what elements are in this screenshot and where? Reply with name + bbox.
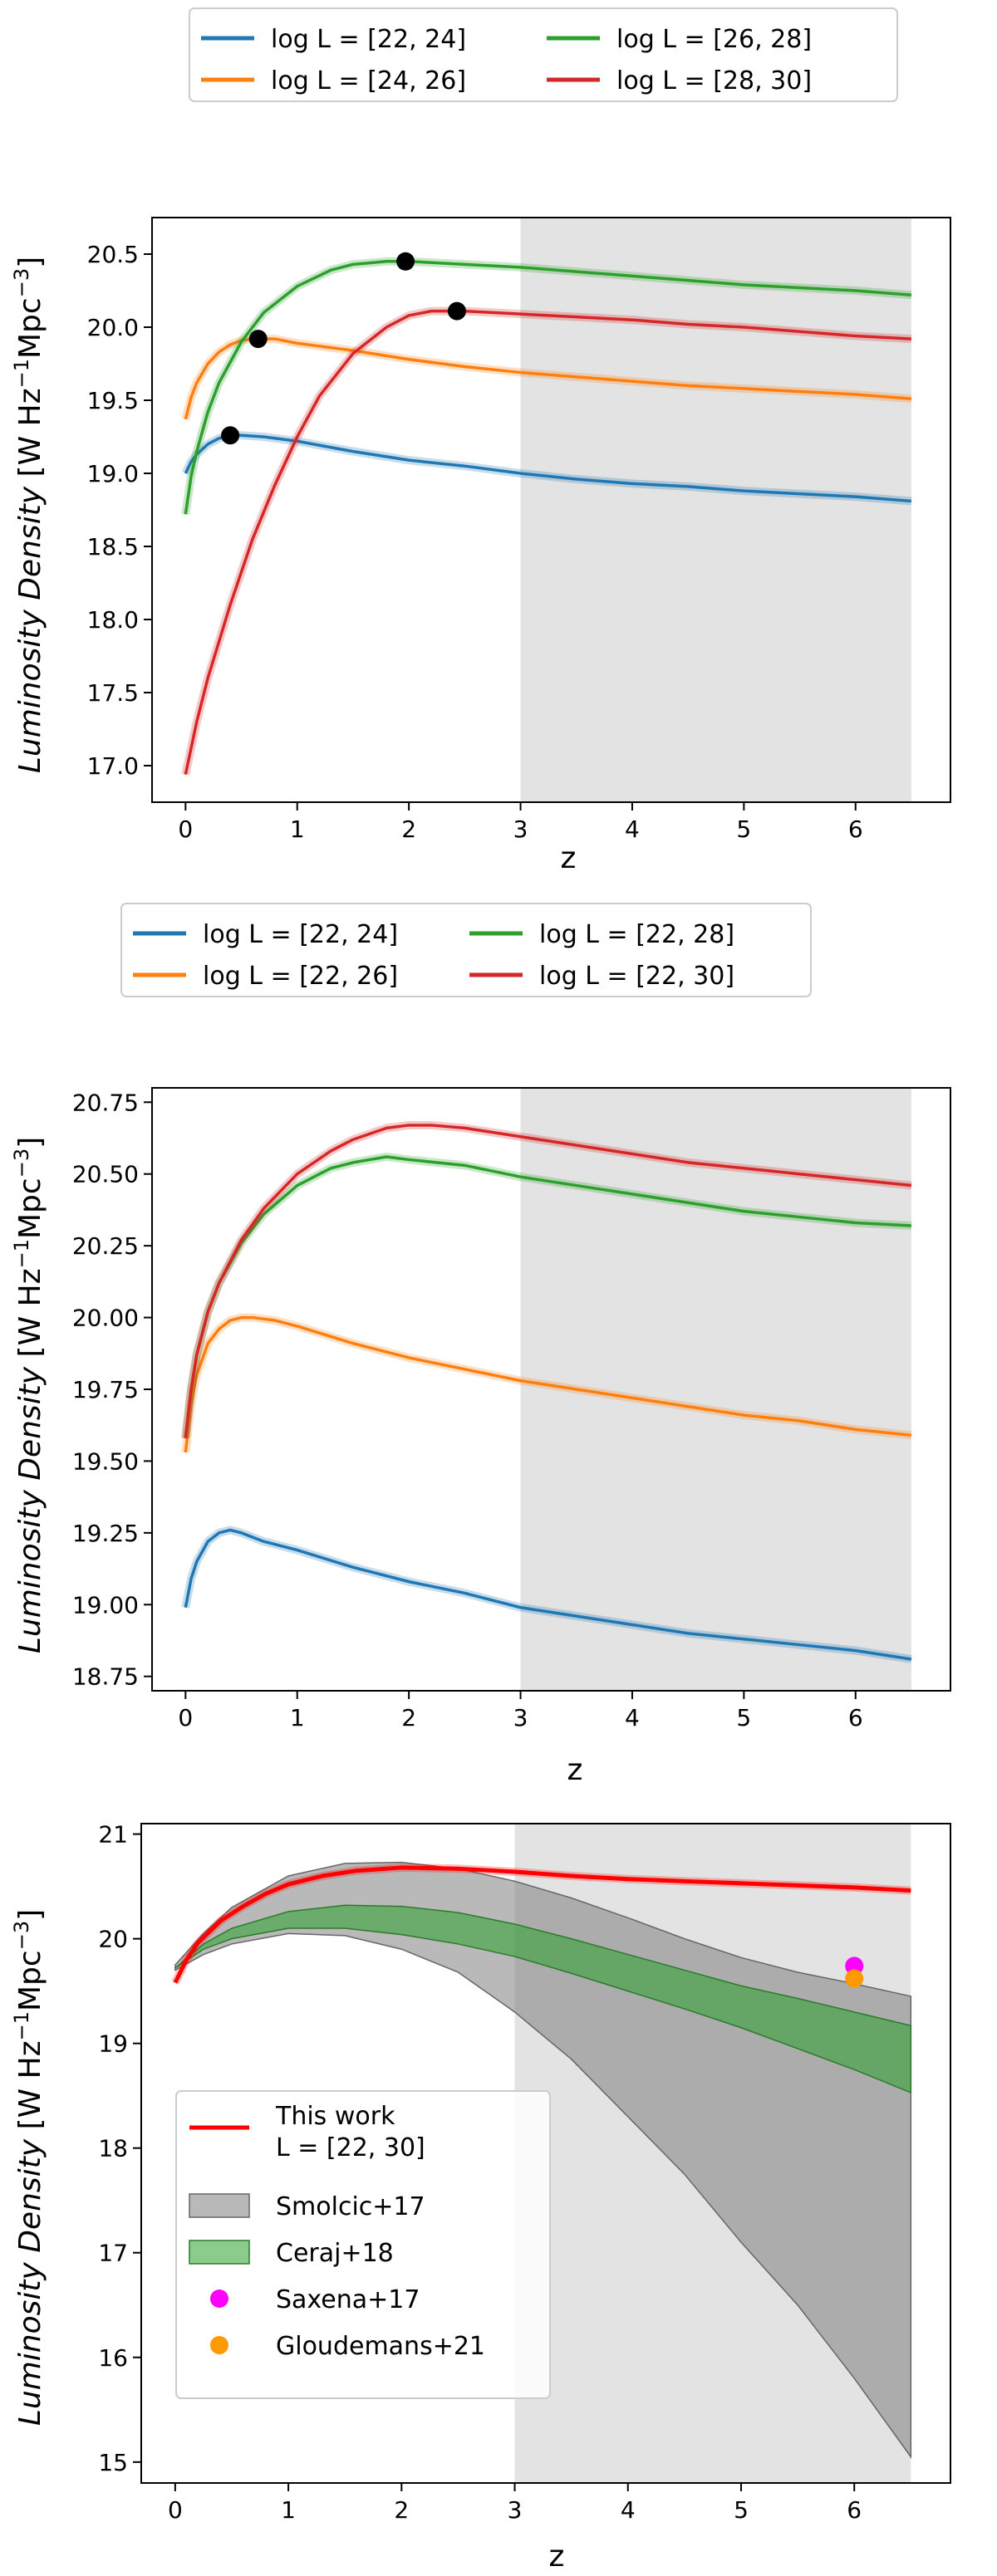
peak-marker	[447, 301, 466, 321]
y-tick-label: 18.0	[87, 606, 139, 634]
panel-literature-comparison: Luminosity Density [W Hz−1Mpc−3] z 0 1 2 3 4…	[10, 1821, 951, 2574]
y-tick-label: 20.0	[87, 314, 139, 341]
y-tick-label: 20	[98, 1926, 128, 1953]
x-axis-label: z	[561, 841, 577, 875]
x-tick-label: 3	[508, 2496, 523, 2524]
x-tick-label: 1	[281, 2496, 296, 2524]
legend-label: This work	[275, 2102, 395, 2131]
legend-swatch	[210, 2336, 228, 2354]
series-line-this-work-l-22-30	[173, 1865, 911, 1984]
legend-label: log L = [28, 30]	[616, 66, 812, 95]
y-tick-label: 15	[98, 2449, 128, 2476]
y-tick-label: 20.5	[87, 241, 139, 268]
series-line-log-l-22-30	[184, 1124, 912, 1438]
legend-swatch	[210, 2290, 228, 2308]
y-tick-label: 20.25	[72, 1232, 139, 1260]
y-tick-label: 18.5	[87, 533, 139, 561]
y-tick-label: 20.00	[72, 1305, 139, 1332]
legend-label: log L = [24, 26]	[271, 66, 466, 95]
legend-label: log L = [22, 24]	[203, 920, 398, 949]
y-axis-label: Luminosity Density [W Hz−1Mpc−3]	[10, 1909, 47, 2426]
legend-label: log L = [22, 30]	[539, 962, 734, 991]
legend-label: log L = [22, 24]	[271, 25, 466, 54]
x-tick-label: 4	[621, 2496, 636, 2524]
x-tick-label: 0	[168, 2496, 183, 2524]
x-tick-label: 5	[736, 1704, 751, 1731]
y-tick-label: 20.75	[72, 1089, 139, 1116]
x-axis-label: z	[567, 1753, 583, 1787]
series-line-log-l-24-26	[184, 337, 912, 420]
legend-label: Smolcic+17	[276, 2192, 425, 2221]
legend: log L = [22, 24] log L = [22, 26] log L = …	[120, 903, 812, 997]
y-tick-label: 19.0	[87, 460, 139, 487]
y-tick-label: 19.5	[87, 387, 139, 414]
y-tick-label: 19.75	[72, 1376, 139, 1403]
x-tick-label: 6	[847, 2496, 862, 2524]
y-tick-label: 17.5	[87, 679, 139, 707]
y-axis-label: Luminosity Density [W Hz−1Mpc−3]	[10, 257, 47, 773]
y-axis-label: Luminosity Density [W Hz−1Mpc−3]	[10, 1137, 47, 1653]
y-tick-label: 17	[98, 2240, 128, 2267]
x-tick-label: 4	[625, 1704, 640, 1731]
x-tick-label: 2	[401, 815, 416, 843]
legend-label: log L = [22, 26]	[203, 962, 398, 991]
y-tick-label: 19.00	[72, 1591, 139, 1619]
legend: log L = [22, 24] log L = [24, 26] log L = …	[189, 7, 898, 102]
series-line-log-l-22-24	[184, 1528, 912, 1661]
legend-label: L = [22, 30]	[276, 2133, 425, 2162]
x-tick-label: 2	[401, 1704, 416, 1731]
x-tick-label: 2	[394, 2496, 409, 2524]
legend-box	[120, 903, 812, 997]
band-ceraj-18	[174, 1904, 912, 2094]
legend-label: Saxena+17	[276, 2285, 420, 2314]
x-tick-label: 0	[178, 1704, 193, 1731]
y-tick-label: 18	[98, 2135, 128, 2162]
y-tick-label: 20.50	[72, 1161, 139, 1188]
x-tick-label: 6	[848, 1704, 863, 1731]
peak-marker	[396, 252, 415, 271]
legend-label: log L = [26, 28]	[616, 25, 812, 54]
panel-luminosity-bins: Luminosity Density [W Hz−1Mpc−3] z 0 1 2 3 4…	[10, 7, 951, 875]
x-tick-label: 5	[736, 815, 751, 843]
y-tick-label: 19.50	[72, 1447, 139, 1475]
data-point-gloudemans-21	[845, 1969, 864, 1988]
plot-frame	[140, 1823, 951, 2484]
series-line-log-l-22-26	[184, 1315, 912, 1453]
data-point-saxena-17	[845, 1956, 864, 1976]
legend-label: log L = [22, 28]	[539, 920, 734, 949]
x-tick-label: 3	[513, 1704, 528, 1731]
legend-box	[189, 7, 898, 102]
x-tick-label: 3	[513, 815, 528, 843]
legend-label: Gloudemans+21	[276, 2332, 485, 2361]
x-tick-label: 6	[848, 815, 863, 843]
plot-frame	[151, 217, 951, 803]
y-tick-label: 16	[98, 2344, 128, 2372]
legend-box	[175, 2090, 551, 2399]
panel-cumulative-bins: Luminosity Density [W Hz−1Mpc−3] z 0 1 2 3 4…	[10, 903, 951, 1787]
legend-swatch	[189, 2193, 250, 2218]
y-tick-label: 19.25	[72, 1520, 139, 1547]
y-tick-label: 18.75	[72, 1663, 139, 1691]
x-tick-label: 5	[734, 2496, 749, 2524]
shaded-region	[520, 218, 911, 802]
peak-marker	[248, 330, 268, 349]
x-tick-label: 1	[290, 1704, 305, 1731]
legend-label: Ceraj+18	[276, 2239, 394, 2268]
series-line-log-l-22-24	[184, 433, 912, 503]
y-tick-label: 19	[98, 2030, 128, 2058]
y-tick-label: 17.0	[87, 752, 139, 780]
y-tick-label: 21	[98, 1821, 128, 1849]
x-tick-label: 1	[290, 815, 305, 843]
x-axis-label: z	[549, 2539, 565, 2574]
x-tick-label: 0	[178, 815, 193, 843]
peak-marker	[221, 426, 240, 445]
x-tick-label: 4	[625, 815, 640, 843]
legend-swatch	[189, 2240, 250, 2265]
series-line-log-l-28-30	[184, 309, 912, 775]
series-line-log-l-26-28	[184, 260, 912, 515]
